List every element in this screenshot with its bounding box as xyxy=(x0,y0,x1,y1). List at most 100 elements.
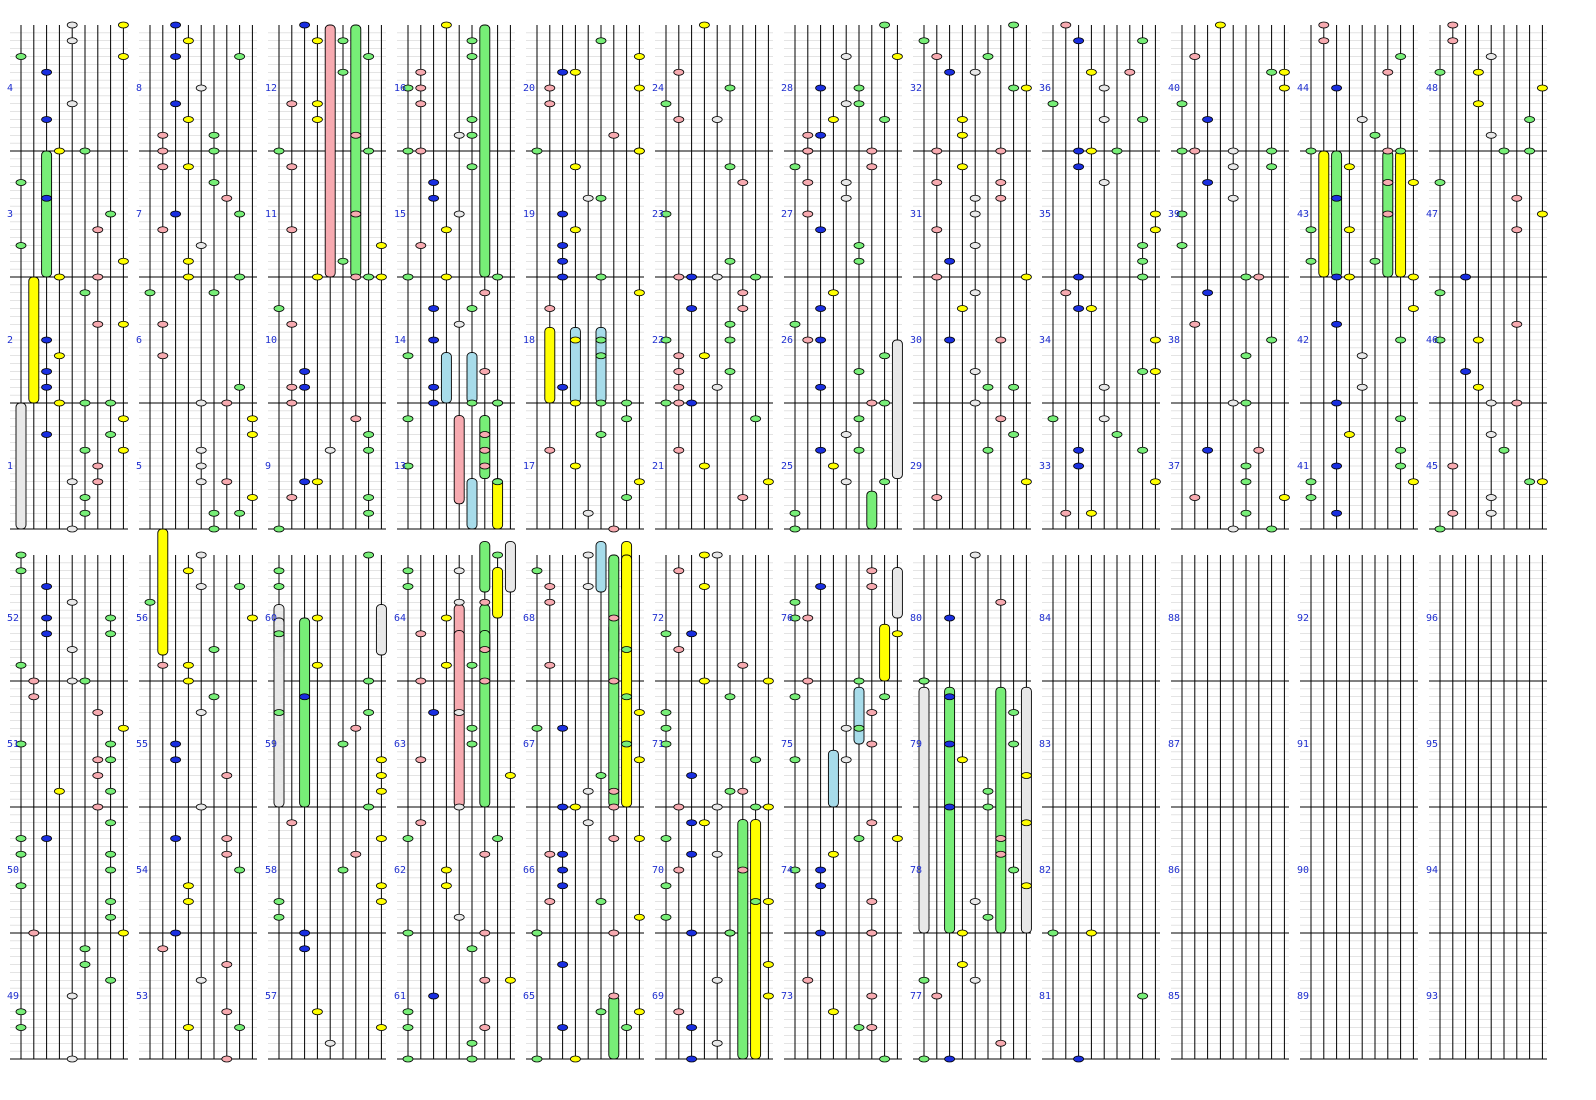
tap-note xyxy=(879,478,890,486)
tap-note xyxy=(208,525,220,533)
tap-note xyxy=(466,661,478,669)
tap-note xyxy=(608,525,620,533)
tap-note xyxy=(1111,431,1123,438)
tap-note xyxy=(66,677,78,685)
tap-note xyxy=(544,598,556,606)
tap-note xyxy=(311,100,323,108)
tap-note xyxy=(1008,21,1019,29)
tap-note xyxy=(79,677,91,685)
tap-note xyxy=(79,945,91,953)
tap-note xyxy=(621,399,632,407)
tap-note xyxy=(853,415,865,423)
tap-note xyxy=(311,661,323,669)
tap-note xyxy=(969,399,981,407)
tap-note xyxy=(492,399,504,407)
tap-note xyxy=(402,583,414,590)
tap-note xyxy=(673,116,685,123)
tap-note xyxy=(1073,147,1084,155)
tap-note xyxy=(479,289,491,297)
tap-note xyxy=(182,257,194,265)
measure-number-label: 3 xyxy=(7,209,13,220)
measure-number-label: 74 xyxy=(781,865,793,876)
tap-note xyxy=(944,693,955,701)
measure-number-label: 28 xyxy=(781,83,793,94)
tap-note xyxy=(969,368,981,375)
measure-number-label: 79 xyxy=(910,739,922,750)
tap-note xyxy=(840,53,852,60)
tap-note xyxy=(660,882,672,890)
tap-note xyxy=(1240,273,1252,281)
tap-note xyxy=(621,1024,632,1031)
measure-number-label: 71 xyxy=(652,739,664,750)
tap-note xyxy=(286,819,298,827)
tap-note xyxy=(1227,194,1239,202)
tap-note xyxy=(995,179,1007,186)
tap-note xyxy=(699,551,710,559)
measure-number-label: 15 xyxy=(394,209,406,220)
tap-note xyxy=(582,787,594,795)
measure-number-label: 52 xyxy=(7,613,19,624)
tap-note xyxy=(144,289,156,297)
tap-notes xyxy=(15,21,1548,1063)
tap-note xyxy=(969,289,981,297)
tap-note xyxy=(504,976,516,984)
tap-note xyxy=(763,992,774,1000)
measure-number-label: 12 xyxy=(265,83,277,94)
tap-note xyxy=(363,709,375,716)
measure-number-label: 67 xyxy=(523,739,535,750)
tap-note xyxy=(828,850,839,858)
tap-note xyxy=(815,84,826,92)
tap-note xyxy=(1485,431,1497,438)
tap-note xyxy=(428,179,440,186)
tap-note xyxy=(995,835,1007,842)
tap-note xyxy=(1434,68,1446,76)
tap-note xyxy=(195,84,207,92)
tap-note xyxy=(479,368,491,375)
measure-number-label: 26 xyxy=(781,335,793,346)
tap-note xyxy=(1395,147,1406,155)
tap-note xyxy=(1395,336,1406,344)
tap-note xyxy=(686,929,697,937)
tap-note xyxy=(428,399,440,407)
tap-note xyxy=(660,740,672,748)
measure-number-label: 85 xyxy=(1168,991,1180,1002)
tap-note xyxy=(504,772,516,779)
tap-note xyxy=(621,740,632,748)
measure-number-label: 16 xyxy=(394,83,406,94)
tap-note xyxy=(763,803,774,811)
tap-note xyxy=(350,415,362,423)
tap-note xyxy=(479,646,491,653)
tap-note xyxy=(853,84,865,92)
measure-number-label: 30 xyxy=(910,335,922,346)
hold-note-bar xyxy=(15,402,27,530)
tap-note xyxy=(1150,478,1161,486)
tap-note xyxy=(208,147,220,155)
tap-note xyxy=(208,131,220,139)
tap-note xyxy=(1318,21,1330,29)
measure-number-label: 72 xyxy=(652,613,664,624)
tap-note xyxy=(79,494,91,501)
tap-note xyxy=(1008,84,1019,92)
tap-note xyxy=(570,803,581,811)
tap-note xyxy=(828,462,839,470)
tap-note xyxy=(570,68,581,76)
tap-note xyxy=(582,551,594,559)
tap-note xyxy=(299,945,311,953)
tap-note xyxy=(608,677,620,685)
tap-note xyxy=(273,305,285,312)
tap-note xyxy=(246,494,258,501)
tap-note xyxy=(157,163,169,171)
tap-note xyxy=(1240,509,1252,517)
tap-note xyxy=(1356,352,1368,360)
tap-note xyxy=(492,478,504,486)
measure-number-label: 24 xyxy=(652,83,664,94)
tap-note xyxy=(660,835,672,842)
hold-note-bar xyxy=(1318,150,1330,278)
tap-note xyxy=(621,415,632,423)
measure-number-label: 34 xyxy=(1039,335,1051,346)
tap-note xyxy=(1524,478,1535,486)
tap-note xyxy=(182,273,194,281)
tap-note xyxy=(724,336,736,344)
tap-note xyxy=(182,677,194,685)
tap-note xyxy=(634,147,645,155)
